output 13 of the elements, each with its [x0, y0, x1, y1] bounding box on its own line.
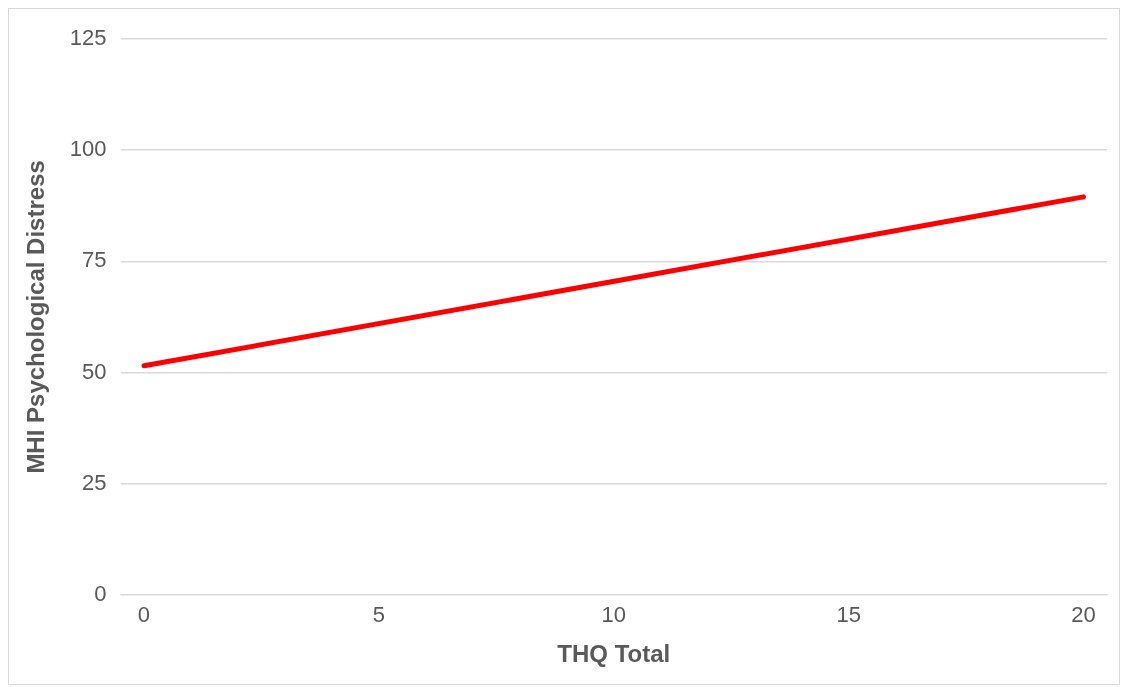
- y-tick-label: 75: [82, 247, 107, 273]
- x-tick-label: 10: [601, 602, 626, 628]
- x-tick-label: 0: [137, 602, 151, 628]
- x-tick-label: 5: [372, 602, 385, 628]
- y-tick-label: 0: [94, 580, 107, 606]
- x-axis-title: THQ Total: [557, 640, 671, 668]
- y-axis-title: MHI Psychological Distress: [22, 160, 50, 474]
- y-tick-label: 25: [82, 469, 107, 495]
- y-tick-label: 100: [69, 136, 107, 162]
- y-tick-label: 125: [69, 25, 107, 51]
- x-tick-label: 15: [836, 602, 861, 628]
- y-tick-label: 50: [82, 358, 107, 384]
- x-tick-label: 20: [1071, 602, 1096, 628]
